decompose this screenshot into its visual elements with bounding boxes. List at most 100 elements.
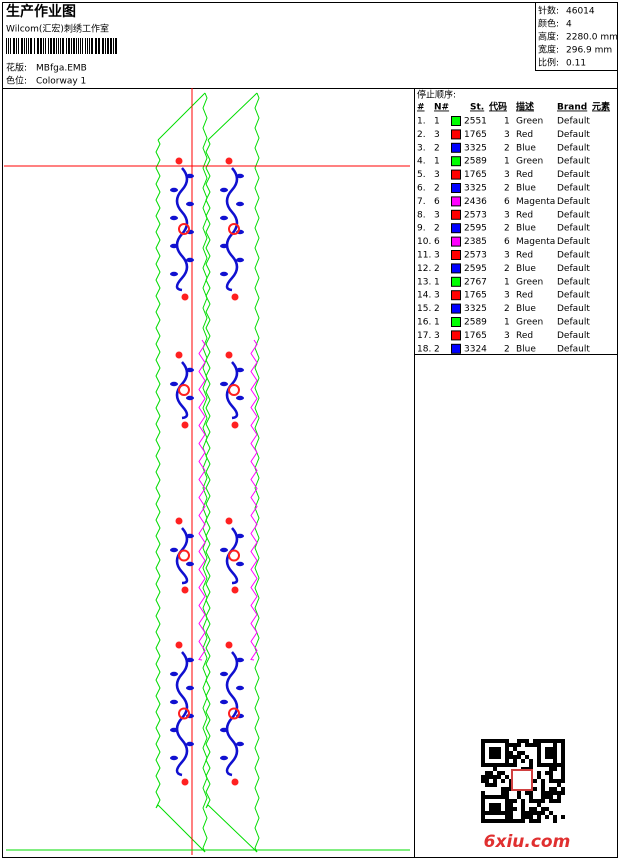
info-value: 4 xyxy=(566,20,572,30)
brand: Default xyxy=(557,224,590,234)
qr-cell xyxy=(529,759,533,763)
qr-cell xyxy=(553,791,557,795)
flower xyxy=(175,641,183,649)
description: Red xyxy=(516,210,533,220)
flower xyxy=(175,157,183,165)
code: 2 xyxy=(504,344,510,354)
description: Blue xyxy=(516,143,536,153)
needle: 2 xyxy=(434,264,440,274)
leaf xyxy=(170,187,178,193)
qr-cell xyxy=(545,795,549,799)
qr-cell xyxy=(493,775,497,779)
swatch xyxy=(451,169,461,180)
bar-stripe xyxy=(107,38,109,54)
qr-cell xyxy=(553,763,557,767)
qr-cell xyxy=(529,819,533,823)
qr-cell xyxy=(489,739,493,743)
leaf xyxy=(170,215,178,221)
qr-cell xyxy=(521,751,525,755)
stop-number: 5. xyxy=(417,170,426,180)
info-label: 高度: xyxy=(538,31,559,43)
leaf xyxy=(186,395,194,401)
bar-stripe xyxy=(58,38,59,54)
leaf xyxy=(186,201,194,207)
qr-cell xyxy=(501,795,505,799)
qr-cell xyxy=(549,791,553,795)
leaf xyxy=(220,671,228,677)
bar-stripe xyxy=(56,38,57,54)
strip-edge xyxy=(155,139,161,809)
qr-cell xyxy=(485,763,489,767)
brand: Default xyxy=(557,291,590,301)
stop-number: 7. xyxy=(417,197,426,207)
qr-cell xyxy=(561,791,565,795)
qr-cell xyxy=(505,815,509,819)
needle: 2 xyxy=(434,184,440,194)
leaf xyxy=(186,257,194,263)
flower xyxy=(181,421,189,429)
stitch-code: 2436 xyxy=(464,197,487,207)
qr-cell xyxy=(481,815,485,819)
needle: 1 xyxy=(434,157,440,167)
code: 2 xyxy=(504,143,510,153)
description: Blue xyxy=(516,264,536,274)
flower xyxy=(175,351,183,359)
column-header: 代码 xyxy=(488,101,507,113)
qr-cell xyxy=(529,807,533,811)
qr-cell xyxy=(513,807,517,811)
qr-cell xyxy=(513,759,517,763)
qr-cell xyxy=(509,763,513,767)
qr-cell xyxy=(537,771,541,775)
qr-cell xyxy=(509,815,513,819)
flower xyxy=(225,351,233,359)
swatch xyxy=(451,263,461,274)
qr-cell xyxy=(549,763,553,767)
leaf xyxy=(220,271,228,277)
qr-cell xyxy=(521,807,525,811)
qr-cell xyxy=(493,779,497,783)
qr-cell xyxy=(493,751,497,755)
swatch xyxy=(451,196,461,207)
qr-cell xyxy=(521,759,525,763)
qr-cell xyxy=(497,755,501,759)
qr-cell xyxy=(489,803,493,807)
needle: 3 xyxy=(434,210,440,220)
qr-cell xyxy=(541,783,545,787)
code: 2 xyxy=(504,264,510,274)
bar-stripe xyxy=(71,38,72,54)
stitch-code: 1765 xyxy=(464,331,487,341)
qr-cell xyxy=(561,763,565,767)
swatch xyxy=(451,330,461,341)
stop-number: 17. xyxy=(417,331,431,341)
qr-cell xyxy=(553,799,557,803)
qr-cell xyxy=(489,747,493,751)
qr-cell xyxy=(553,759,557,763)
stitch-code: 1765 xyxy=(464,130,487,140)
qr-cell xyxy=(489,783,493,787)
qr-cell xyxy=(549,779,553,783)
brand: Default xyxy=(557,331,590,341)
stitch-code: 2589 xyxy=(464,157,487,167)
qr-cell xyxy=(489,751,493,755)
qr-cell xyxy=(505,799,509,803)
qr-cell xyxy=(513,747,517,751)
qr-cell xyxy=(561,747,565,751)
qr-cell xyxy=(537,747,541,751)
flower xyxy=(225,517,233,525)
flower xyxy=(225,641,233,649)
swatch xyxy=(451,250,461,260)
brand: Default xyxy=(557,304,590,314)
qr-cell xyxy=(549,787,553,791)
qr-cell xyxy=(517,751,521,755)
colorway-label: 色位: xyxy=(6,75,27,87)
qr-cell xyxy=(521,799,525,803)
brand: Default xyxy=(557,251,590,261)
bar-stripe xyxy=(62,38,64,54)
code: 6 xyxy=(504,237,510,247)
code: 1 xyxy=(504,277,510,287)
qr-cell xyxy=(493,739,497,743)
bar-stripe xyxy=(8,38,9,54)
leaf xyxy=(186,657,194,663)
flower xyxy=(175,517,183,525)
